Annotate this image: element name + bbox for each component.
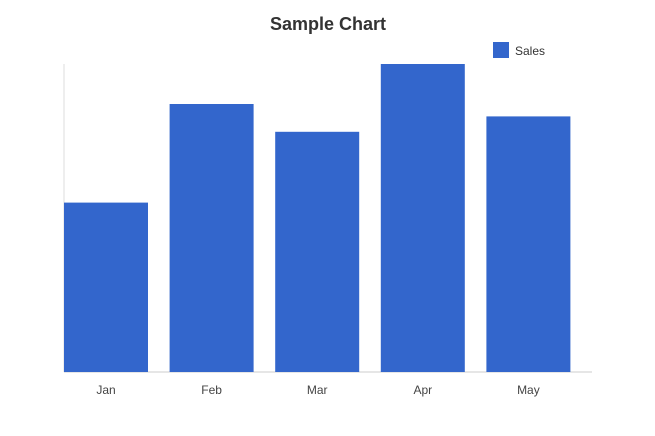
x-tick-label-jan: Jan — [96, 383, 115, 397]
x-tick-labels: Jan Feb Mar Apr May — [96, 383, 539, 397]
x-tick-label-mar: Mar — [307, 383, 328, 397]
legend-swatch-sales — [493, 42, 509, 58]
legend: Sales — [493, 42, 545, 58]
x-tick-label-apr: Apr — [413, 383, 432, 397]
x-tick-label-may: May — [517, 383, 540, 397]
bar-may — [486, 116, 571, 373]
x-tick-label-feb: Feb — [201, 383, 222, 397]
chart-title: Sample Chart — [270, 14, 386, 34]
bars — [64, 64, 571, 373]
bar-apr — [380, 64, 465, 372]
legend-label-sales: Sales — [515, 44, 545, 58]
bar-mar — [275, 131, 360, 372]
bar-feb — [169, 104, 254, 372]
bar-jan — [64, 202, 148, 372]
